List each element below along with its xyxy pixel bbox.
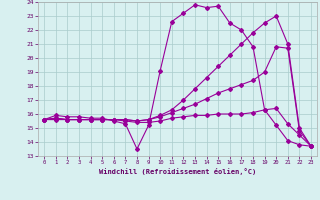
X-axis label: Windchill (Refroidissement éolien,°C): Windchill (Refroidissement éolien,°C) [99,168,256,175]
